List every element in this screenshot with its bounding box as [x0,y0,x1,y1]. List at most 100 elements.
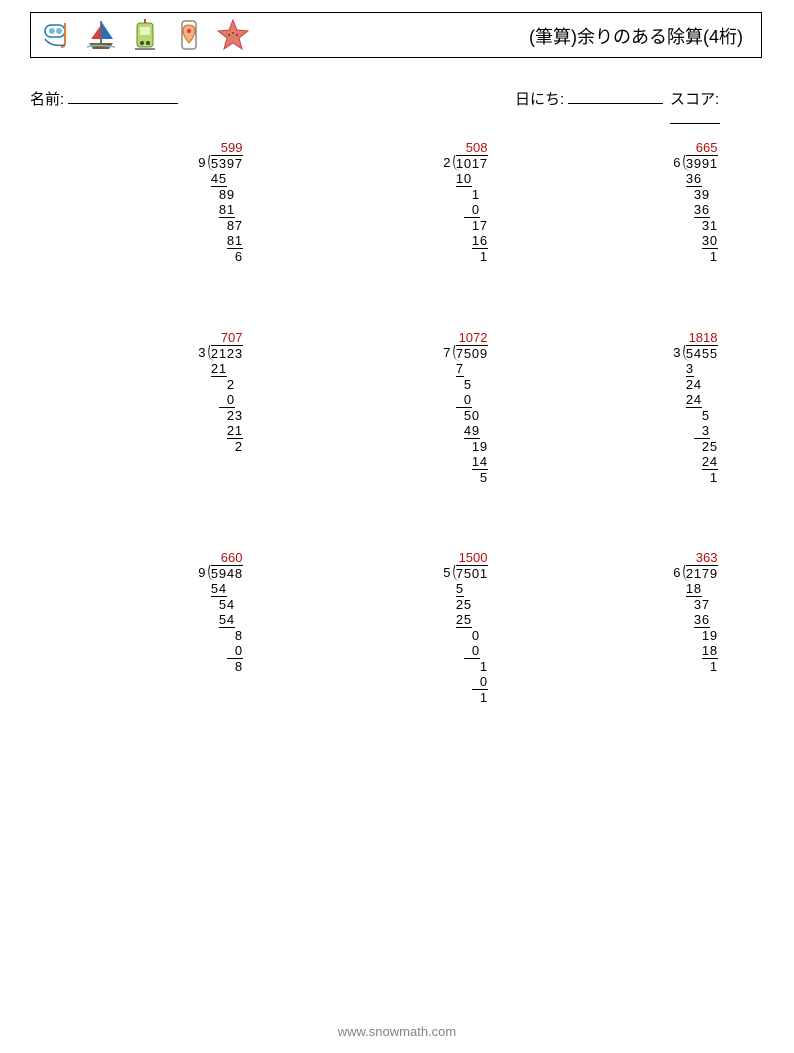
header-icons [39,17,251,53]
long-division: 50821017101017161 [443,140,488,264]
quotient: 1818 [673,330,718,345]
work-row: 37 [686,597,718,612]
work-row: 1 [456,690,488,705]
work-row: 0 [211,643,243,658]
work-row: 0 [456,628,488,643]
quotient: 665 [673,140,718,155]
worksheet-page: (筆算)余りのある除算(4桁) 名前: 日にち: スコア: 5999539745… [0,0,794,1053]
work-row: 49 [456,423,488,438]
work-row: 1 [456,187,488,202]
divisor-dividend-row: 62179 [673,565,718,581]
dividend: 2179 [686,566,718,581]
work-row: 39 [686,187,718,202]
work-row: 54 [211,581,243,596]
dividend: 3991 [686,156,718,171]
work-row: 21 [211,423,243,438]
work-row: 19 [456,439,488,454]
work-row: 0 [456,674,488,689]
work-row: 18 [686,581,718,596]
division-bar: 5455 [686,345,718,361]
work-row: 0 [456,202,488,217]
header-box: (筆算)余りのある除算(4桁) [30,12,762,58]
long-division: 70732123212023212 [198,330,243,454]
dividend: 7501 [456,566,488,581]
work-row: 36 [686,171,718,186]
name-label: 名前: [30,91,64,108]
work-row: 5 [456,581,488,596]
score-underline [670,109,720,124]
work-row: 17 [456,218,488,233]
work-row: 30 [686,233,718,248]
work-row: 16 [456,233,488,248]
date-label: 日にち: [515,91,564,108]
work-row: 87 [211,218,243,233]
work-row: 19 [686,628,718,643]
problem: 1500575015252500101 [355,550,575,705]
snorkel-icon [39,17,75,53]
long-division: 5999539745898187816 [198,140,243,264]
footer-url: www.snowmath.com [0,1024,794,1039]
map-pin-phone-icon [171,17,207,53]
work-row: 81 [211,202,243,217]
problem: 66095948545454808 [110,550,330,674]
work-row: 45 [211,171,243,186]
work-row: 0 [456,392,488,407]
work-row: 1 [456,659,488,674]
worksheet-title: (筆算)余りのある除算(4桁) [529,23,743,49]
work-row: 24 [686,377,718,392]
problem: 181835455324245325241 [585,330,794,485]
work-row: 24 [686,454,718,469]
date-field: 日にち: [515,88,663,109]
work-row: 36 [686,202,718,217]
score-label: スコア: [670,91,719,108]
work-row: 1 [686,470,718,485]
tram-icon [127,17,163,53]
division-bar: 5948 [211,565,243,581]
divisor-dividend-row: 21017 [443,155,488,171]
long-division: 1500575015252500101 [443,550,488,705]
dividend: 5948 [211,566,243,581]
work-row: 14 [456,454,488,469]
long-division: 66095948545454808 [198,550,243,674]
quotient: 707 [198,330,243,345]
work-row: 50 [456,408,488,423]
divisor-dividend-row: 63991 [673,155,718,171]
starfish-icon [215,17,251,53]
work-row: 23 [211,408,243,423]
work-row: 7 [456,361,488,376]
work-row: 2 [211,439,243,454]
work-row: 18 [686,643,718,658]
work-row: 3 [686,423,718,438]
work-row: 54 [211,612,243,627]
division-bar: 5397 [211,155,243,171]
problem: 3636217918373619181 [585,550,794,674]
dividend: 2123 [211,346,243,361]
problem: 6656399136393631301 [585,140,794,264]
work-row: 81 [211,233,243,248]
work-row: 1 [456,249,488,264]
work-row: 2 [211,377,243,392]
work-row: 3 [686,361,718,376]
quotient: 660 [198,550,243,565]
division-bar: 7501 [456,565,488,581]
name-underline [68,89,178,104]
work-row: 1 [686,659,718,674]
name-field: 名前: [30,88,178,109]
long-division: 181835455324245325241 [673,330,718,485]
work-row: 36 [686,612,718,627]
work-row: 6 [211,249,243,264]
quotient: 599 [198,140,243,155]
divisor-dividend-row: 35455 [673,345,718,361]
work-row: 25 [686,439,718,454]
work-row: 10 [456,171,488,186]
dividend: 7509 [456,346,488,361]
work-row: 0 [211,392,243,407]
divisor-dividend-row: 57501 [443,565,488,581]
work-row: 1 [686,249,718,264]
work-row: 8 [211,628,243,643]
work-row: 21 [211,361,243,376]
long-division: 3636217918373619181 [673,550,718,674]
long-division: 6656399136393631301 [673,140,718,264]
division-bar: 2123 [211,345,243,361]
work-row: 25 [456,597,488,612]
